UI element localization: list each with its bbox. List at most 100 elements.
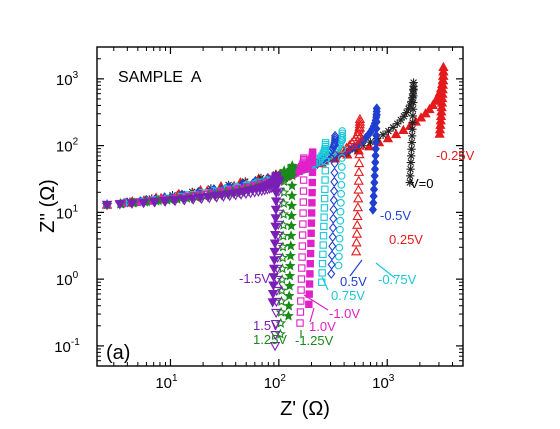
- asterisk-stroke: [410, 79, 417, 86]
- data-point-square: [308, 148, 317, 156]
- data-point-square: [321, 176, 329, 184]
- curve-label: 0.75V: [331, 288, 365, 303]
- data-point-triangle-down: [271, 275, 283, 286]
- data-point-star: [276, 295, 287, 307]
- leader-line: [278, 282, 284, 291]
- data-point-square: [307, 239, 315, 248]
- data-point-square: [296, 308, 305, 316]
- asterisk-stroke: [407, 165, 414, 173]
- asterisk-stroke: [379, 131, 387, 139]
- data-point-diamond: [329, 213, 338, 224]
- curve-label: -0.75V: [378, 272, 417, 287]
- data-point-triangle-up: [434, 128, 445, 138]
- data-point-triangle-down: [271, 286, 282, 297]
- data-point-star: [275, 328, 286, 339]
- data-point-triangle-down: [271, 308, 282, 319]
- data-point-triangle-up: [353, 166, 365, 176]
- y-tick-label: 10-1: [54, 337, 80, 356]
- data-point-diamond: [328, 222, 338, 233]
- data-point-triangle-down: [204, 194, 215, 204]
- data-point-square: [321, 148, 330, 156]
- curve-label: -1.0V: [329, 306, 360, 321]
- data-point-triangle-down: [211, 193, 222, 203]
- data-point-triangle-down: [271, 172, 282, 182]
- data-point-triangle-up: [354, 119, 365, 129]
- x-tick-exponent: 2: [280, 373, 286, 384]
- curve-label: 0.5V: [340, 274, 367, 289]
- y-tick-base: 10: [56, 72, 73, 89]
- data-point-triangle-down: [259, 186, 270, 196]
- data-point-square: [319, 150, 327, 158]
- data-point-triangle-up: [354, 140, 365, 150]
- data-point-square: [320, 194, 329, 203]
- data-point-square: [298, 253, 306, 261]
- data-point-diamond: [329, 195, 338, 206]
- data-point-triangle-down: [273, 209, 284, 219]
- data-point-circle: [336, 198, 345, 207]
- data-point-triangle-down: [188, 195, 199, 205]
- data-point-star: [276, 274, 288, 285]
- data-point-triangle-down: [262, 185, 273, 195]
- data-point-star: [278, 165, 290, 176]
- data-point-asterisk: [399, 112, 409, 121]
- data-point-square: [300, 165, 308, 173]
- data-point-square: [306, 249, 315, 258]
- y-tick-label: 101: [56, 203, 79, 222]
- data-point-diamond: [330, 139, 340, 151]
- asterisk-stroke: [367, 138, 374, 146]
- y-tick-label: 100: [56, 270, 79, 289]
- data-point-triangle-up: [354, 116, 366, 126]
- x-axis-label: Z' (Ω): [280, 398, 330, 420]
- data-point-triangle-down: [240, 189, 252, 200]
- data-point-triangle-up: [351, 237, 362, 247]
- data-point-square: [319, 232, 328, 240]
- data-point-triangle-down: [268, 281, 279, 291]
- data-point-diamond: [368, 204, 378, 215]
- y-tick-label: 103: [56, 70, 79, 89]
- y-tick-base: 10: [56, 139, 73, 156]
- y-tick-base: 10: [54, 339, 71, 356]
- data-point-triangle-up: [351, 228, 363, 238]
- data-point-star: [276, 284, 288, 296]
- curve-label: 1.25V: [253, 332, 287, 347]
- data-point-square: [321, 185, 329, 194]
- data-point-triangle-down: [270, 330, 281, 341]
- data-point-circle: [337, 171, 346, 180]
- data-point-square: [321, 139, 330, 147]
- x-tick-base: 10: [155, 375, 172, 392]
- data-point-square: [307, 209, 316, 217]
- data-point-diamond: [330, 176, 339, 187]
- data-point-circle: [337, 163, 346, 171]
- data-point-asterisk: [407, 151, 416, 161]
- data-point-star: [277, 241, 289, 252]
- data-point-square: [305, 280, 314, 288]
- data-point-star: [275, 317, 287, 328]
- data-point-triangle-down: [273, 220, 284, 230]
- asterisk-stroke: [409, 119, 416, 126]
- data-point-square: [308, 188, 316, 197]
- data-point-star: [283, 300, 295, 311]
- x-tick-base: 10: [372, 375, 389, 392]
- data-point-asterisk: [384, 126, 393, 136]
- data-point-square: [308, 158, 317, 166]
- data-point-circle: [336, 225, 344, 234]
- data-point-triangle-up: [346, 137, 358, 147]
- data-point-triangle-down: [149, 198, 160, 208]
- data-point-star: [278, 219, 289, 230]
- data-point-triangle-down: [256, 186, 267, 197]
- data-point-triangle-up: [354, 157, 365, 168]
- data-point-circle: [338, 145, 347, 153]
- y-tick-exponent: 0: [73, 270, 79, 281]
- data-point-circle: [335, 243, 344, 252]
- data-point-square: [296, 319, 304, 327]
- data-point-diamond: [330, 167, 339, 178]
- data-point-triangle-down: [196, 194, 207, 205]
- data-point-square: [308, 178, 317, 187]
- data-point-triangle-up: [354, 113, 366, 123]
- data-point-diamond: [327, 259, 336, 270]
- data-point-circle: [335, 234, 344, 243]
- asterisk-stroke: [409, 125, 416, 133]
- data-point-star: [286, 180, 298, 191]
- data-point-triangle-up: [354, 122, 366, 132]
